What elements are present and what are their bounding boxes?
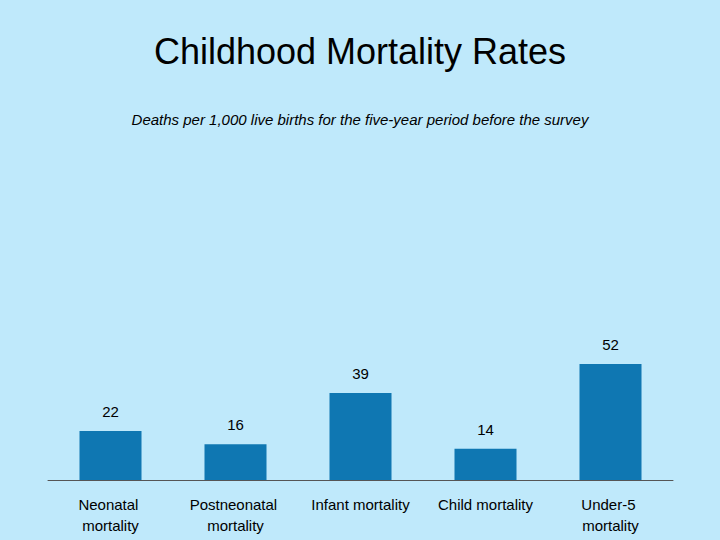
svg-text:Childhood Mortality Rates: Childhood Mortality Rates xyxy=(154,31,566,72)
svg-text:mortality: mortality xyxy=(582,517,639,534)
svg-text:39: 39 xyxy=(352,365,369,382)
svg-text:Neonatal: Neonatal xyxy=(78,496,142,513)
svg-text:mortality: mortality xyxy=(207,517,264,534)
svg-text:22: 22 xyxy=(102,403,119,420)
svg-text:14: 14 xyxy=(477,421,494,438)
svg-text:Under-5: Under-5 xyxy=(581,496,639,513)
svg-text:16: 16 xyxy=(227,416,244,433)
svg-text:52: 52 xyxy=(602,336,619,353)
svg-text:Postneonatal: Postneonatal xyxy=(190,496,282,513)
svg-text:Child mortality: Child mortality xyxy=(438,496,534,513)
svg-text:Infant mortality: Infant mortality xyxy=(311,496,410,513)
svg-text:Deaths per 1,000 live births f: Deaths per 1,000 live births for the fiv… xyxy=(132,111,590,128)
svg-text:mortality: mortality xyxy=(82,517,139,534)
